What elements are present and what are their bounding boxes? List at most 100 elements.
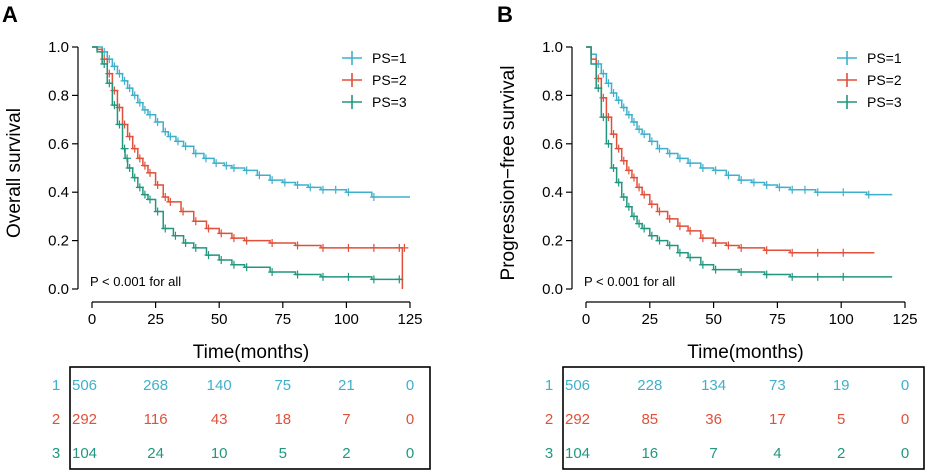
censor-mark xyxy=(788,248,797,257)
censor-mark xyxy=(140,105,149,114)
censor-marks-ps2 xyxy=(594,74,848,257)
censor-mark xyxy=(711,265,720,274)
censor-mark xyxy=(813,272,822,281)
censor-mark xyxy=(161,224,170,233)
risk-table-value: 5 xyxy=(837,411,845,428)
censor-mark xyxy=(331,185,340,194)
legend-label: PS=2 xyxy=(372,72,407,88)
y-tick-label: 1.0 xyxy=(542,39,563,56)
censor-mark xyxy=(229,164,238,172)
y-tick-label: 0.0 xyxy=(542,281,563,298)
risk-table-value: 16 xyxy=(641,445,658,462)
panel-letter: A xyxy=(2,2,18,27)
censor-mark xyxy=(135,98,144,107)
risk-table-value: 85 xyxy=(641,411,658,428)
censor-mark xyxy=(166,197,175,206)
censor-mark xyxy=(181,142,190,151)
censor-mark xyxy=(614,96,623,105)
censor-mark xyxy=(749,178,758,187)
censor-mark xyxy=(344,272,353,281)
censor-mark xyxy=(191,149,200,158)
censor-mark xyxy=(395,275,404,284)
survival-curve-ps1 xyxy=(92,46,410,198)
x-axis-title: Time(months) xyxy=(687,342,803,363)
censor-mark xyxy=(125,164,134,172)
censor-mark xyxy=(599,69,608,78)
censor-mark xyxy=(762,180,771,189)
censor-mark xyxy=(609,164,618,172)
censor-mark xyxy=(217,255,226,264)
censor-mark xyxy=(640,224,649,233)
censor-marks-ps2 xyxy=(100,55,409,252)
censor-mark xyxy=(635,125,644,134)
censor-mark xyxy=(115,120,124,129)
legend-marker xyxy=(837,51,857,65)
censor-mark xyxy=(675,248,684,257)
censor-mark xyxy=(268,176,277,185)
risk-table-group-label: 3 xyxy=(52,445,60,462)
y-tick-label: 0.8 xyxy=(48,87,69,104)
censor-mark xyxy=(293,270,302,279)
censor-mark xyxy=(737,176,746,185)
censor-mark xyxy=(318,243,327,252)
censor-mark xyxy=(135,183,144,192)
risk-table-value: 116 xyxy=(144,411,168,428)
risk-table-value: 24 xyxy=(147,445,164,462)
y-tick-label: 0.2 xyxy=(542,233,563,250)
censor-mark xyxy=(179,207,188,216)
censor-mark xyxy=(135,154,144,163)
p-value-annotation: P < 0.001 for all xyxy=(584,274,675,289)
y-tick-label: 0.6 xyxy=(542,136,563,153)
censor-mark xyxy=(204,251,213,260)
risk-table-group-label: 3 xyxy=(545,445,553,462)
y-tick-label: 0.0 xyxy=(48,281,69,298)
censor-mark xyxy=(614,144,623,153)
censor-mark xyxy=(665,214,674,223)
censor-mark xyxy=(242,263,251,272)
legend-marker xyxy=(837,95,857,109)
censor-mark xyxy=(255,171,264,180)
censor-marks-ps3 xyxy=(594,84,848,281)
risk-table-group-label: 1 xyxy=(545,377,553,394)
censor-mark xyxy=(686,253,695,262)
risk-table-value: 134 xyxy=(701,377,726,394)
risk-table-value: 268 xyxy=(143,377,168,394)
x-tick-label: 0 xyxy=(582,311,590,328)
censor-mark xyxy=(609,130,618,139)
censor-mark xyxy=(864,190,873,199)
censor-mark xyxy=(293,241,302,250)
censor-mark xyxy=(130,144,139,153)
x-tick-label: 125 xyxy=(892,311,917,328)
legend-marker xyxy=(342,73,362,87)
censor-mark xyxy=(318,185,327,194)
censor-mark xyxy=(711,166,720,175)
censor-mark xyxy=(762,270,771,279)
risk-table-value: 75 xyxy=(274,377,291,394)
censor-mark xyxy=(629,212,638,221)
censor-mark xyxy=(624,166,633,175)
censor-mark xyxy=(212,159,221,168)
censor-mark xyxy=(140,161,149,170)
censor-mark xyxy=(619,193,628,202)
censor-mark xyxy=(369,275,378,284)
censor-mark xyxy=(737,243,746,252)
censor-mark xyxy=(173,137,182,146)
risk-table-value: 7 xyxy=(342,411,350,428)
x-tick-label: 125 xyxy=(397,311,422,328)
censor-mark xyxy=(640,130,649,139)
censor-mark xyxy=(640,190,649,199)
censor-mark xyxy=(123,154,132,163)
censor-mark xyxy=(619,156,628,165)
censor-mark xyxy=(201,154,210,163)
censor-mark xyxy=(105,79,114,88)
censor-mark xyxy=(130,173,139,182)
chart-panel-b: B0.00.20.40.60.81.00 25 50 75 100 125Time(mon… xyxy=(497,2,925,470)
legend-marker xyxy=(342,95,362,109)
risk-table-value: 5 xyxy=(279,445,287,462)
censor-mark xyxy=(268,239,277,248)
risk-table-group-label: 1 xyxy=(52,377,60,394)
censor-mark xyxy=(171,231,180,240)
risk-table-value: 0 xyxy=(901,445,909,462)
censor-mark xyxy=(293,180,302,189)
censor-mark xyxy=(665,241,674,250)
